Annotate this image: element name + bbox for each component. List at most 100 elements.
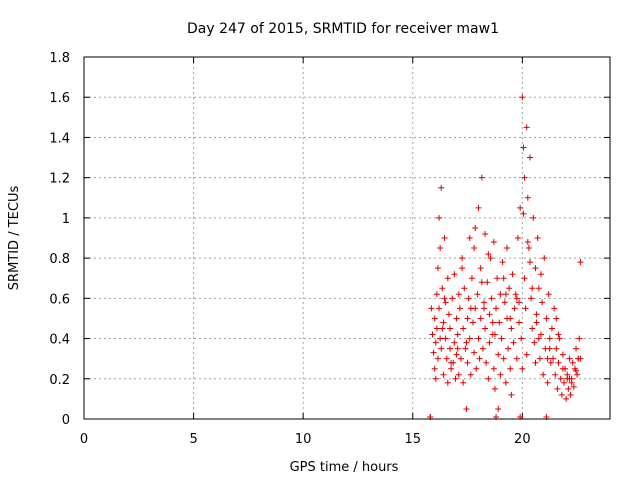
y-tick-label: 1.2 — [49, 172, 70, 187]
data-point — [466, 335, 473, 342]
data-point — [442, 299, 449, 306]
data-point — [430, 349, 437, 356]
data-point — [486, 311, 493, 318]
data-point — [463, 405, 470, 412]
data-point — [432, 339, 439, 346]
data-point — [468, 275, 475, 282]
data-point — [573, 345, 580, 352]
data-point — [537, 331, 544, 338]
data-point — [529, 325, 536, 332]
data-point — [447, 325, 454, 332]
data-point — [497, 371, 504, 378]
data-point — [508, 391, 515, 398]
data-point — [431, 315, 438, 322]
y-tick-label: 0.6 — [49, 292, 70, 307]
data-point — [448, 365, 455, 372]
data-point — [477, 265, 484, 272]
data-point — [543, 315, 550, 322]
data-point — [548, 325, 555, 332]
data-point — [555, 331, 562, 338]
data-point — [519, 94, 526, 101]
data-point — [522, 305, 529, 312]
data-point — [479, 345, 486, 352]
data-point — [460, 379, 467, 386]
data-point — [483, 359, 490, 366]
data-point — [433, 325, 440, 332]
data-point — [472, 224, 479, 231]
data-point — [487, 255, 494, 262]
grid-lines — [84, 57, 610, 419]
data-point — [475, 204, 482, 211]
data-point — [502, 291, 509, 298]
data-point — [434, 265, 441, 272]
data-point — [554, 385, 561, 392]
data-point — [478, 279, 485, 286]
data-point — [480, 299, 487, 306]
data-point — [566, 375, 573, 382]
data-point — [467, 305, 474, 312]
data-point — [517, 204, 524, 211]
data-point — [569, 359, 576, 366]
data-point — [550, 355, 557, 362]
data-point — [514, 235, 521, 241]
data-point — [534, 235, 541, 241]
data-point — [460, 325, 467, 332]
data-point — [528, 295, 535, 302]
data-point — [566, 355, 573, 362]
data-point — [531, 339, 538, 346]
data-point — [477, 315, 484, 322]
data-point — [451, 339, 458, 346]
data-point — [510, 339, 517, 346]
data-point — [500, 275, 507, 282]
data-point — [565, 385, 572, 392]
data-point — [433, 291, 440, 298]
data-point — [466, 235, 473, 241]
data-point — [454, 331, 461, 338]
data-point — [464, 315, 471, 322]
plot-frame — [83, 56, 611, 420]
data-point — [478, 174, 485, 181]
y-axis-label: SRMTID / TECUs — [7, 186, 22, 291]
y-tick-label: 0.2 — [49, 373, 70, 388]
data-point — [457, 355, 464, 362]
data-point — [577, 259, 584, 266]
data-point — [495, 351, 502, 358]
data-point — [490, 239, 497, 246]
chart-title: Day 247 of 2015, SRMTID for receiver maw… — [187, 21, 499, 37]
data-point — [436, 214, 443, 221]
data-point — [523, 351, 530, 358]
data-point — [429, 331, 436, 338]
data-point — [471, 349, 478, 356]
data-point — [441, 295, 448, 302]
data-point — [428, 305, 435, 312]
data-point — [502, 379, 509, 386]
data-point — [461, 285, 468, 292]
data-point — [486, 339, 493, 346]
data-point — [507, 315, 514, 322]
data-point — [496, 319, 503, 326]
data-point — [445, 311, 452, 318]
data-point — [436, 305, 443, 312]
data-point — [520, 210, 527, 217]
data-point — [541, 255, 548, 262]
data-point — [560, 379, 567, 386]
data-point — [523, 124, 530, 131]
data-point — [438, 184, 445, 191]
data-point — [455, 291, 462, 298]
y-tick-label: 0 — [62, 413, 70, 428]
data-point — [520, 144, 527, 151]
data-points — [427, 94, 584, 420]
data-point — [499, 259, 506, 266]
data-point — [459, 255, 466, 262]
x-tick-label: 0 — [80, 432, 88, 447]
data-point — [530, 214, 537, 221]
data-point — [539, 299, 546, 306]
data-point — [453, 351, 460, 358]
data-point — [459, 265, 466, 272]
data-point — [432, 375, 439, 382]
data-point — [521, 275, 528, 282]
data-point — [455, 371, 462, 378]
x-tick-label: 15 — [404, 432, 421, 447]
data-point — [470, 319, 477, 326]
